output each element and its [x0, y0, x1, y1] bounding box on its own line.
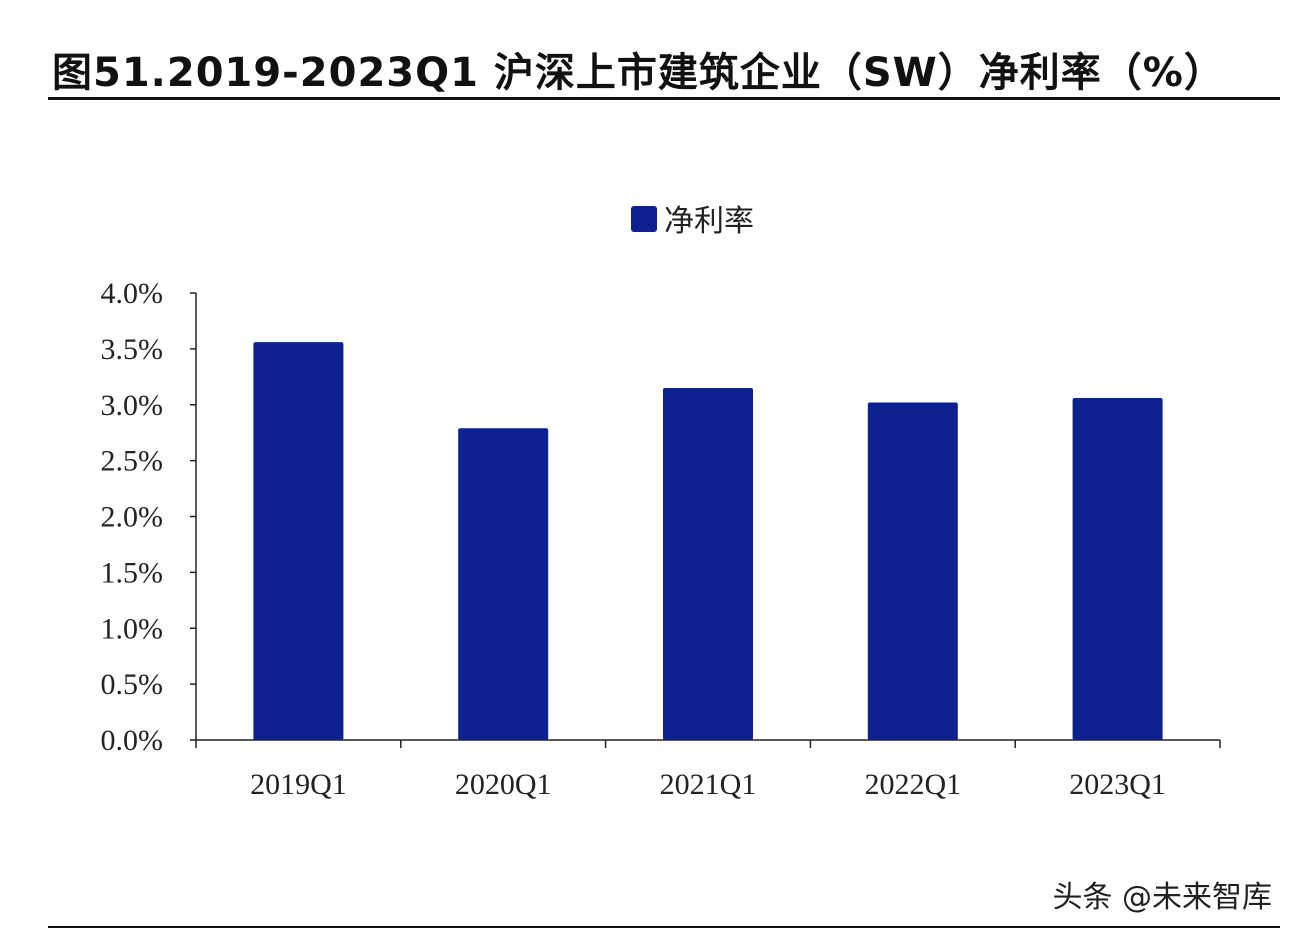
legend-label: 净利率	[664, 204, 754, 239]
bottom-rule	[48, 926, 1280, 928]
x-tick-label: 2019Q1	[250, 768, 347, 801]
x-tick-label: 2023Q1	[1069, 768, 1166, 801]
watermark: 头条 @未来智库	[1052, 880, 1272, 915]
chart-title: 图51.2019-2023Q1 沪深上市建筑企业（SW）净利率（%）	[52, 50, 1225, 96]
y-tick-label: 1.0%	[101, 612, 164, 645]
y-tick-label: 0.5%	[101, 668, 164, 701]
y-tick-label: 1.5%	[101, 556, 164, 589]
x-tick-label: 2020Q1	[455, 768, 552, 801]
bar-2020Q1	[458, 428, 549, 740]
title-underline	[48, 97, 1280, 100]
bar-2022Q1	[867, 402, 958, 740]
bar-2023Q1	[1072, 398, 1163, 740]
bar-2021Q1	[663, 387, 753, 740]
x-tick-label: 2022Q1	[864, 768, 961, 801]
legend-swatch	[631, 206, 657, 232]
y-tick-label: 0.0%	[101, 724, 164, 757]
y-tick-label: 4.0%	[101, 277, 164, 310]
y-tick-label: 3.0%	[101, 389, 164, 422]
y-tick-label: 2.0%	[101, 501, 164, 534]
y-tick-label: 3.5%	[101, 333, 164, 366]
x-tick-label: 2021Q1	[660, 768, 757, 801]
y-tick-label: 2.5%	[101, 445, 164, 478]
bar-2019Q1	[253, 342, 344, 740]
